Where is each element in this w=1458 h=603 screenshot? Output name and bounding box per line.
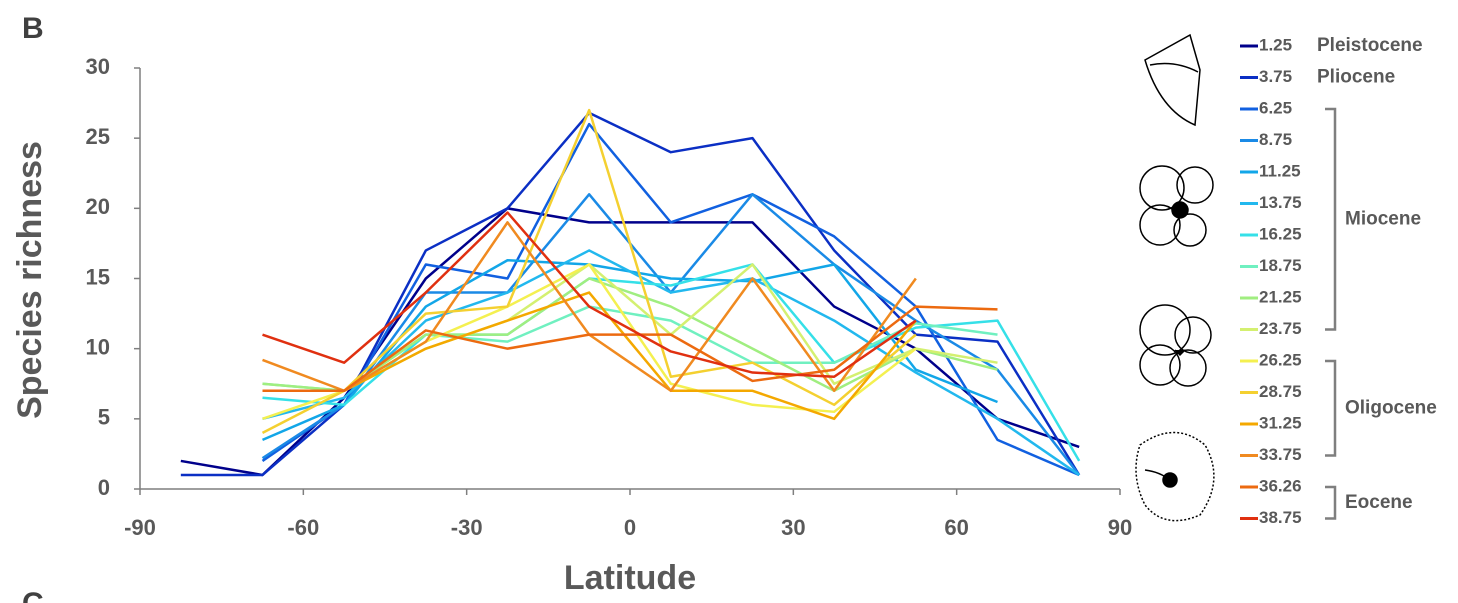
epoch-label: Eocene xyxy=(1345,492,1413,513)
x-tick-label: 60 xyxy=(944,515,968,540)
y-tick-label: 30 xyxy=(86,54,110,79)
legend-label: 23.75 xyxy=(1259,319,1302,338)
legend-label: 26.25 xyxy=(1259,350,1302,369)
series-line xyxy=(180,111,1081,477)
y-tick-label: 25 xyxy=(86,124,110,149)
y-tick-label: 15 xyxy=(86,264,110,289)
legend-label: 3.75 xyxy=(1259,67,1292,86)
series-line xyxy=(262,291,917,421)
legend-label: 31.25 xyxy=(1259,413,1302,432)
legend-label: 38.75 xyxy=(1259,508,1302,527)
x-tick-label: -30 xyxy=(451,515,483,540)
panel-label: C xyxy=(22,587,44,603)
legend-bracket xyxy=(1325,359,1337,457)
x-tick-label: -90 xyxy=(124,515,156,540)
epoch-label: Pliocene xyxy=(1317,67,1395,88)
legend-label: 33.75 xyxy=(1259,445,1302,464)
series-line xyxy=(262,249,1080,476)
y-axis-title: Species richness xyxy=(11,141,49,419)
epoch-label: Miocene xyxy=(1345,208,1421,229)
y-tick-label: 0 xyxy=(98,475,110,500)
legend-label: 18.75 xyxy=(1259,256,1302,275)
epoch-label: Oligocene xyxy=(1345,397,1437,418)
x-axis-title: Latitude xyxy=(564,559,696,597)
legend-bracket xyxy=(1325,485,1337,520)
x-tick-label: -60 xyxy=(287,515,319,540)
legend-label: 11.25 xyxy=(1259,161,1301,180)
y-tick-label: 20 xyxy=(86,194,110,219)
y-tick-label: 5 xyxy=(98,405,110,430)
legend-label: 1.25 xyxy=(1259,35,1292,54)
panel-label: B xyxy=(22,12,44,45)
legend-bracket xyxy=(1325,107,1337,331)
legend-label: 28.75 xyxy=(1259,382,1302,401)
x-tick-label: 90 xyxy=(1108,515,1132,540)
epoch-label: Pleistocene xyxy=(1317,35,1423,56)
legend-label: 6.25 xyxy=(1259,98,1292,117)
x-tick-label: 30 xyxy=(781,515,805,540)
series-line xyxy=(261,122,1080,477)
series-line xyxy=(262,305,998,393)
x-tick-label: 0 xyxy=(624,515,636,540)
series-line xyxy=(261,108,917,434)
legend-label: 8.75 xyxy=(1259,130,1292,149)
legend-label: 36.26 xyxy=(1259,476,1302,495)
legend-label: 21.25 xyxy=(1259,287,1302,306)
legend-label: 16.25 xyxy=(1259,224,1302,243)
fossil-icons xyxy=(1135,33,1215,522)
y-tick-label: 10 xyxy=(86,334,110,359)
legend-label: 13.75 xyxy=(1259,193,1302,212)
series-line xyxy=(262,211,917,378)
